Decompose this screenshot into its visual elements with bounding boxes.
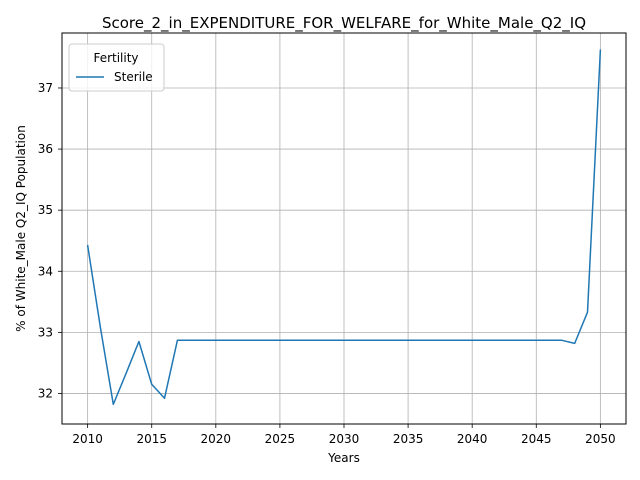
series-layer (86, 49, 602, 406)
y-tick-label: 35 (38, 203, 53, 217)
x-tick-label: 2010 (72, 432, 103, 446)
y-tick-label: 33 (38, 325, 53, 339)
x-tick-label: 2040 (457, 432, 488, 446)
y-axis: 32 33 34 35 36 37 (38, 81, 62, 400)
grid-lines (62, 33, 626, 424)
x-tick-label: 2050 (585, 432, 616, 446)
x-tick-label: 2015 (136, 432, 167, 446)
x-axis: 2010 2015 2020 2025 2030 2035 2040 2045 2050 (72, 424, 616, 446)
y-tick-label: 36 (38, 142, 53, 156)
x-tick-label: 2030 (329, 432, 360, 446)
legend-box (68, 43, 165, 92)
y-tick-label: 34 (38, 264, 53, 278)
x-tick-label: 2045 (521, 432, 552, 446)
series-line-sterile (86, 49, 602, 406)
chart-title: Score_2_in_EXPENDITURE_FOR_WELFARE_for_W… (102, 14, 586, 33)
x-axis-label: Years (327, 451, 360, 465)
y-axis-label: % of White_Male Q2_IQ Population (14, 125, 28, 332)
legend-entry-label: Sterile (114, 70, 153, 84)
y-tick-label: 32 (38, 386, 53, 400)
x-tick-label: 2025 (265, 432, 296, 446)
x-tick-label: 2035 (393, 432, 424, 446)
legend-title: Fertility (93, 51, 138, 65)
x-tick-label: 2020 (201, 432, 232, 446)
legend: Fertility Sterile (68, 43, 165, 92)
y-tick-label: 37 (38, 81, 53, 95)
